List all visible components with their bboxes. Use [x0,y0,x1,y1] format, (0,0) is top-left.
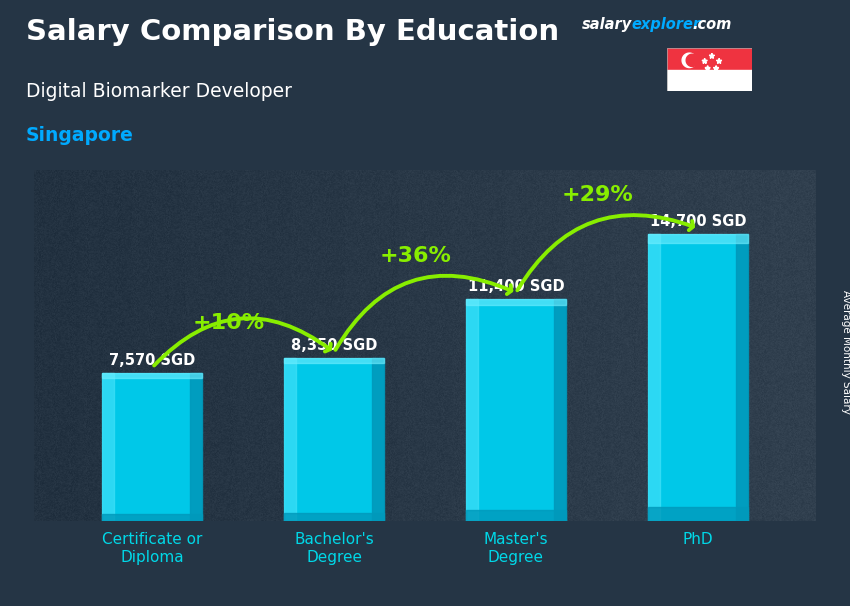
Polygon shape [705,65,711,71]
Bar [190,373,202,521]
Bar [736,234,748,521]
Bar [102,373,202,378]
Text: +10%: +10% [193,313,264,333]
Polygon shape [713,65,719,71]
Bar [284,358,384,363]
Bar [372,358,384,521]
Text: +36%: +36% [380,245,452,265]
Text: 7,570 SGD: 7,570 SGD [109,353,196,368]
Text: Average Monthly Salary: Average Monthly Salary [841,290,850,413]
Text: salary: salary [582,17,632,32]
Text: explorer: explorer [632,17,700,32]
Bar [667,70,752,91]
Bar [466,510,566,521]
Text: Digital Biomarker Developer: Digital Biomarker Developer [26,82,292,101]
Polygon shape [717,58,722,64]
Bar [466,299,566,521]
Polygon shape [709,53,715,58]
Polygon shape [686,54,699,67]
Polygon shape [702,58,707,64]
Bar [667,48,752,70]
Bar [284,358,384,521]
Polygon shape [683,53,697,67]
Text: 11,400 SGD: 11,400 SGD [468,279,564,294]
Text: 14,700 SGD: 14,700 SGD [649,215,746,229]
Bar [648,234,748,243]
Text: +29%: +29% [562,185,633,205]
Text: Singapore: Singapore [26,126,133,145]
Bar [648,234,660,521]
Bar [102,373,202,521]
Bar [648,507,748,521]
Bar [102,514,202,521]
Bar [466,299,478,521]
Bar [284,358,296,521]
Text: Salary Comparison By Education: Salary Comparison By Education [26,18,558,46]
Text: 8,350 SGD: 8,350 SGD [291,338,377,353]
Bar [648,234,748,521]
Bar [284,513,384,521]
Text: .com: .com [693,17,732,32]
Bar [466,299,566,305]
Bar [554,299,566,521]
Bar [102,373,114,521]
